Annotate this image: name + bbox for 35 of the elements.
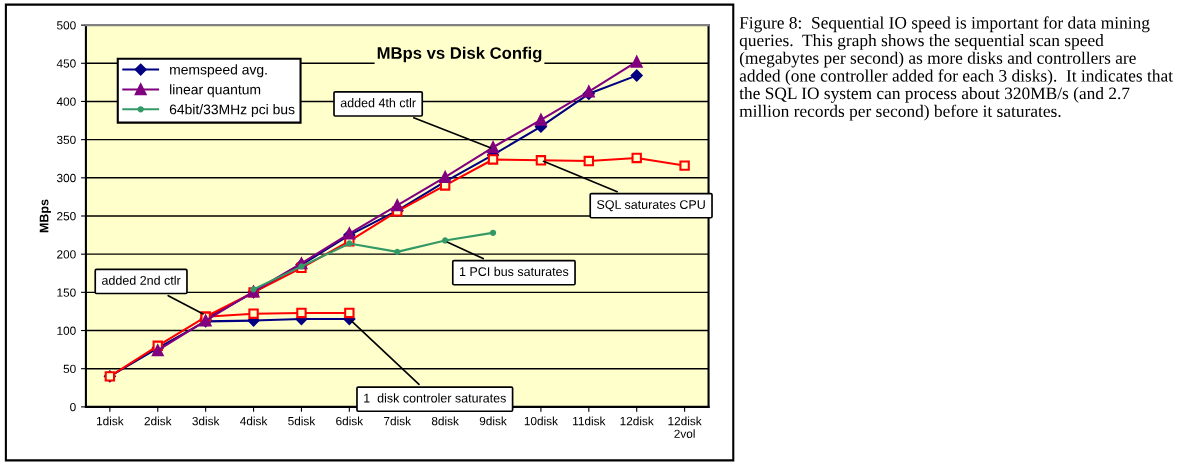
annotation: SQL saturates CPU	[597, 200, 705, 212]
text: MBps vs Disk Config	[377, 46, 542, 63]
x-tick-label: 12disk 2vol	[668, 416, 702, 438]
y-tick-label: 450	[56, 59, 76, 68]
x-tick-label: 4disk	[240, 416, 268, 426]
y-tick-label: 50	[63, 364, 76, 374]
legend-label: memspeed avg.	[170, 64, 267, 78]
x-tick-label: 5disk	[288, 416, 316, 426]
y-tick-label: 250	[57, 212, 76, 221]
y-axis-title: MBps	[39, 199, 51, 233]
y-tick-label: 300	[56, 173, 76, 183]
annotation: added 4th ctlr	[340, 98, 416, 108]
x-tick-label: 1disk	[96, 416, 124, 426]
annotation: added 2nd ctlr	[102, 275, 181, 285]
caption: Figure 8: Sequential IO speed is important for data mining queries. This graph shows the sequential scan speed (megabytes per second) as more disks and controllers are added (one controller added for each 3 disks). It indicates that the SQL IO system can process about 320MB/s (and 2.7 million records per second) before it saturates.	[739, 16, 1173, 121]
x-tick-label: 12disk	[620, 416, 654, 426]
x-tick-label: 6disk	[336, 416, 364, 426]
x-tick-label: 8disk	[431, 416, 459, 426]
legend-label: linear quantum	[170, 84, 261, 98]
y-tick-label: 150	[57, 288, 76, 297]
x-tick-label: 9disk	[479, 416, 507, 426]
legend-label: 64bit/33MHz pci bus	[169, 104, 295, 118]
annotation: 1 disk controler saturates	[364, 393, 506, 403]
y-tick-label: 400	[56, 97, 76, 106]
y-tick-label: 350	[56, 135, 76, 145]
x-tick-label: 7disk	[384, 416, 412, 426]
x-tick-label: 2disk	[144, 416, 172, 426]
y-tick-label: 100	[57, 326, 76, 335]
x-tick-label: 11disk	[573, 416, 606, 426]
y-tick-label: 200	[57, 250, 76, 259]
y-tick-label: 500	[56, 21, 76, 30]
annotation: 1 PCI bus saturates	[459, 266, 569, 277]
y-tick-label: 0	[70, 402, 76, 412]
x-tick-label: 3disk	[192, 416, 220, 426]
x-tick-label: 10disk	[524, 416, 558, 426]
